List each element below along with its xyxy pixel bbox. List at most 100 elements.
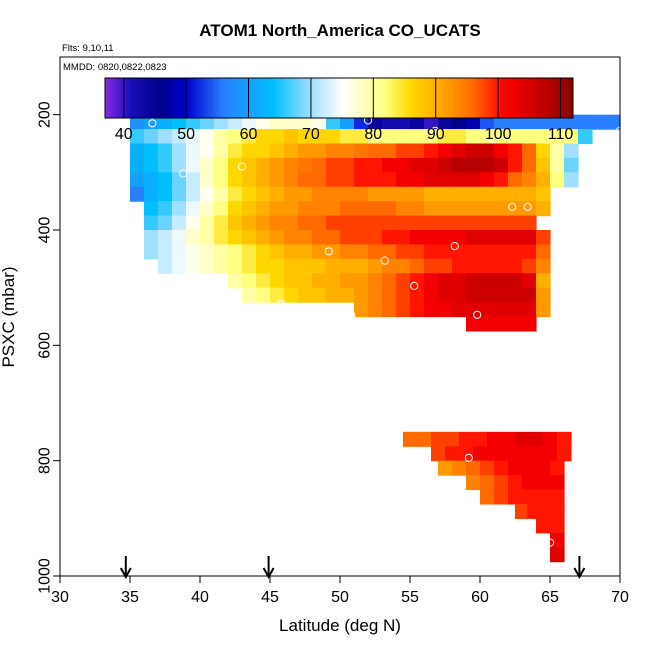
heatmap-cell (200, 186, 215, 202)
colorbar-segment (142, 78, 147, 118)
colorbar-segment (120, 78, 125, 118)
colorbar-segment (289, 78, 293, 118)
heatmap-cell (340, 172, 355, 188)
heatmap-cell (424, 215, 439, 231)
colorbar-segment (507, 78, 512, 118)
heatmap-cell (466, 460, 481, 476)
colorbar-segment (491, 78, 496, 118)
heatmap-cell (508, 316, 523, 332)
colorbar-segment (164, 78, 168, 118)
heatmap-cell (410, 215, 425, 231)
heatmap-cell (158, 201, 173, 217)
heatmap-cell (340, 143, 355, 159)
colorbar-segment (388, 78, 393, 118)
heatmap-cell (466, 129, 481, 145)
heatmap-cell (368, 201, 383, 217)
heatmap-cell (550, 489, 565, 505)
heatmap-cell (466, 172, 481, 188)
heatmap-cell (438, 201, 453, 217)
heatmap-cell (130, 129, 145, 145)
heatmap-cell (284, 258, 299, 274)
heatmap-cell (214, 129, 229, 145)
heatmap-cell (298, 186, 313, 202)
heatmap-cell (550, 129, 565, 145)
heatmap-cell (256, 258, 271, 274)
colorbar-segment (357, 78, 362, 118)
heatmap-cell (445, 431, 460, 447)
heatmap-cell (172, 215, 187, 231)
heatmap-cell (606, 114, 621, 130)
dates-annotation: MMDD: 0820,0822,0823 (63, 62, 167, 73)
heatmap-cell (466, 157, 481, 173)
heatmap-cell (536, 244, 551, 260)
heatmap-cell (438, 244, 453, 260)
heatmap-cell (494, 157, 509, 173)
heatmap-cell (466, 475, 481, 491)
flight-arrows (119, 556, 586, 580)
heatmap-cell (459, 446, 474, 462)
heatmap-cell (144, 143, 159, 159)
colorbar-segment (167, 78, 172, 118)
observation-point (121, 247, 130, 256)
heatmap-cell (382, 172, 397, 188)
observation-point (508, 202, 517, 211)
heatmap-cell (536, 273, 551, 289)
heatmap-cell (382, 302, 397, 318)
heatmap-cell (158, 129, 173, 145)
colorbar-segment (279, 78, 284, 118)
heatmap-cell (438, 172, 453, 188)
colorbar-segment (186, 78, 190, 118)
heatmap-cell (214, 143, 229, 159)
colorbar-segment (198, 78, 203, 118)
colorbar-segment (329, 78, 334, 118)
colorbar-segment (470, 78, 474, 118)
arrow-head (262, 567, 275, 580)
heatmap-cell (466, 215, 481, 231)
colorbar-segment (560, 78, 565, 118)
heatmap-cell (270, 244, 285, 260)
heatmap-cell (522, 244, 537, 260)
heatmap-cell (242, 143, 257, 159)
colorbar-tick-label: 60 (240, 126, 258, 143)
heatmap-cell (298, 129, 313, 145)
heatmap-cell (326, 129, 341, 145)
colorbar-segment (435, 78, 440, 118)
heatmap-cell (536, 143, 551, 159)
heatmap-cell (172, 129, 187, 145)
heatmap-cell (529, 446, 544, 462)
heatmap-cell (452, 143, 467, 159)
heatmap-cell (228, 201, 243, 217)
heatmap-cell (508, 489, 523, 505)
heatmap-cell (270, 258, 285, 274)
colorbar-segment (504, 78, 508, 118)
heatmap-cell (438, 302, 453, 318)
heatmap-cell (172, 172, 187, 188)
colorbar-segment (126, 78, 131, 118)
observation-point (464, 453, 473, 462)
heatmap-cell (340, 244, 355, 260)
heatmap-cell (522, 258, 537, 274)
colorbar-frame (104, 77, 574, 119)
colorbar-segment (148, 78, 153, 118)
colorbar-segment (204, 78, 209, 118)
heatmap-cell (354, 302, 369, 318)
heatmap-cell (284, 157, 299, 173)
heatmap-cell (424, 273, 439, 289)
heatmap-cell (368, 273, 383, 289)
colorbar-ticks: 40 50 60 70 80 90 100 110 (115, 78, 573, 143)
heatmap-cell (256, 215, 271, 231)
heatmap-cell (312, 143, 327, 159)
heatmap-cell (340, 258, 355, 274)
heatmap-cell (256, 172, 271, 188)
heatmap-cell (284, 201, 299, 217)
heatmap-cell (368, 129, 383, 145)
heatmap-cell (522, 302, 537, 318)
heatmap-cell (130, 186, 145, 202)
heatmap-cell (417, 431, 432, 447)
heatmap-cell (480, 186, 495, 202)
colorbar-segment (248, 78, 253, 118)
heatmap-cell (438, 215, 453, 231)
heatmap-cell (298, 244, 313, 260)
heatmap-cell (242, 244, 257, 260)
heatmap-cell (312, 273, 327, 289)
